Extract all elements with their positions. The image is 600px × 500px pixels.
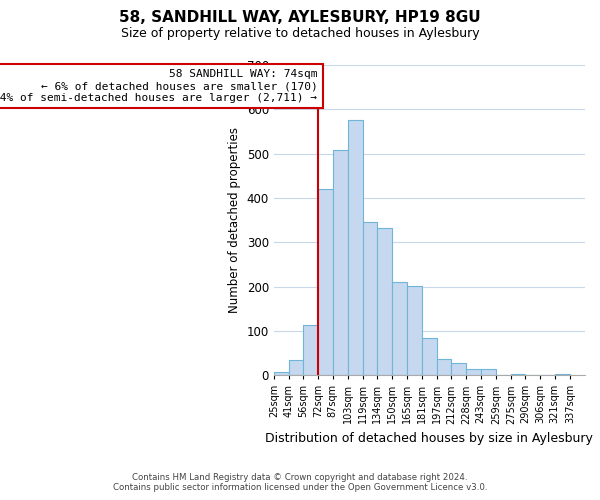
Bar [481, 370, 496, 375]
Bar [392, 282, 407, 375]
X-axis label: Distribution of detached houses by size in Aylesbury: Distribution of detached houses by size … [265, 432, 593, 445]
Bar [466, 370, 481, 375]
Bar [319, 189, 332, 375]
Bar [377, 228, 392, 375]
Bar [511, 374, 525, 375]
Bar [348, 120, 363, 375]
Bar [422, 338, 437, 375]
Text: Contains HM Land Registry data © Crown copyright and database right 2024.
Contai: Contains HM Land Registry data © Crown c… [113, 473, 487, 492]
Bar [303, 325, 319, 375]
Bar [407, 286, 422, 375]
Bar [437, 358, 451, 375]
Bar [363, 222, 377, 375]
Text: 58 SANDHILL WAY: 74sqm
← 6% of detached houses are smaller (170)
94% of semi-det: 58 SANDHILL WAY: 74sqm ← 6% of detached … [0, 70, 317, 102]
Y-axis label: Number of detached properties: Number of detached properties [228, 127, 241, 313]
Bar [289, 360, 303, 375]
Text: Size of property relative to detached houses in Aylesbury: Size of property relative to detached ho… [121, 28, 479, 40]
Text: 58, SANDHILL WAY, AYLESBURY, HP19 8GU: 58, SANDHILL WAY, AYLESBURY, HP19 8GU [119, 10, 481, 25]
Bar [274, 372, 289, 375]
Bar [332, 150, 348, 375]
Bar [451, 363, 466, 375]
Bar [554, 374, 570, 375]
